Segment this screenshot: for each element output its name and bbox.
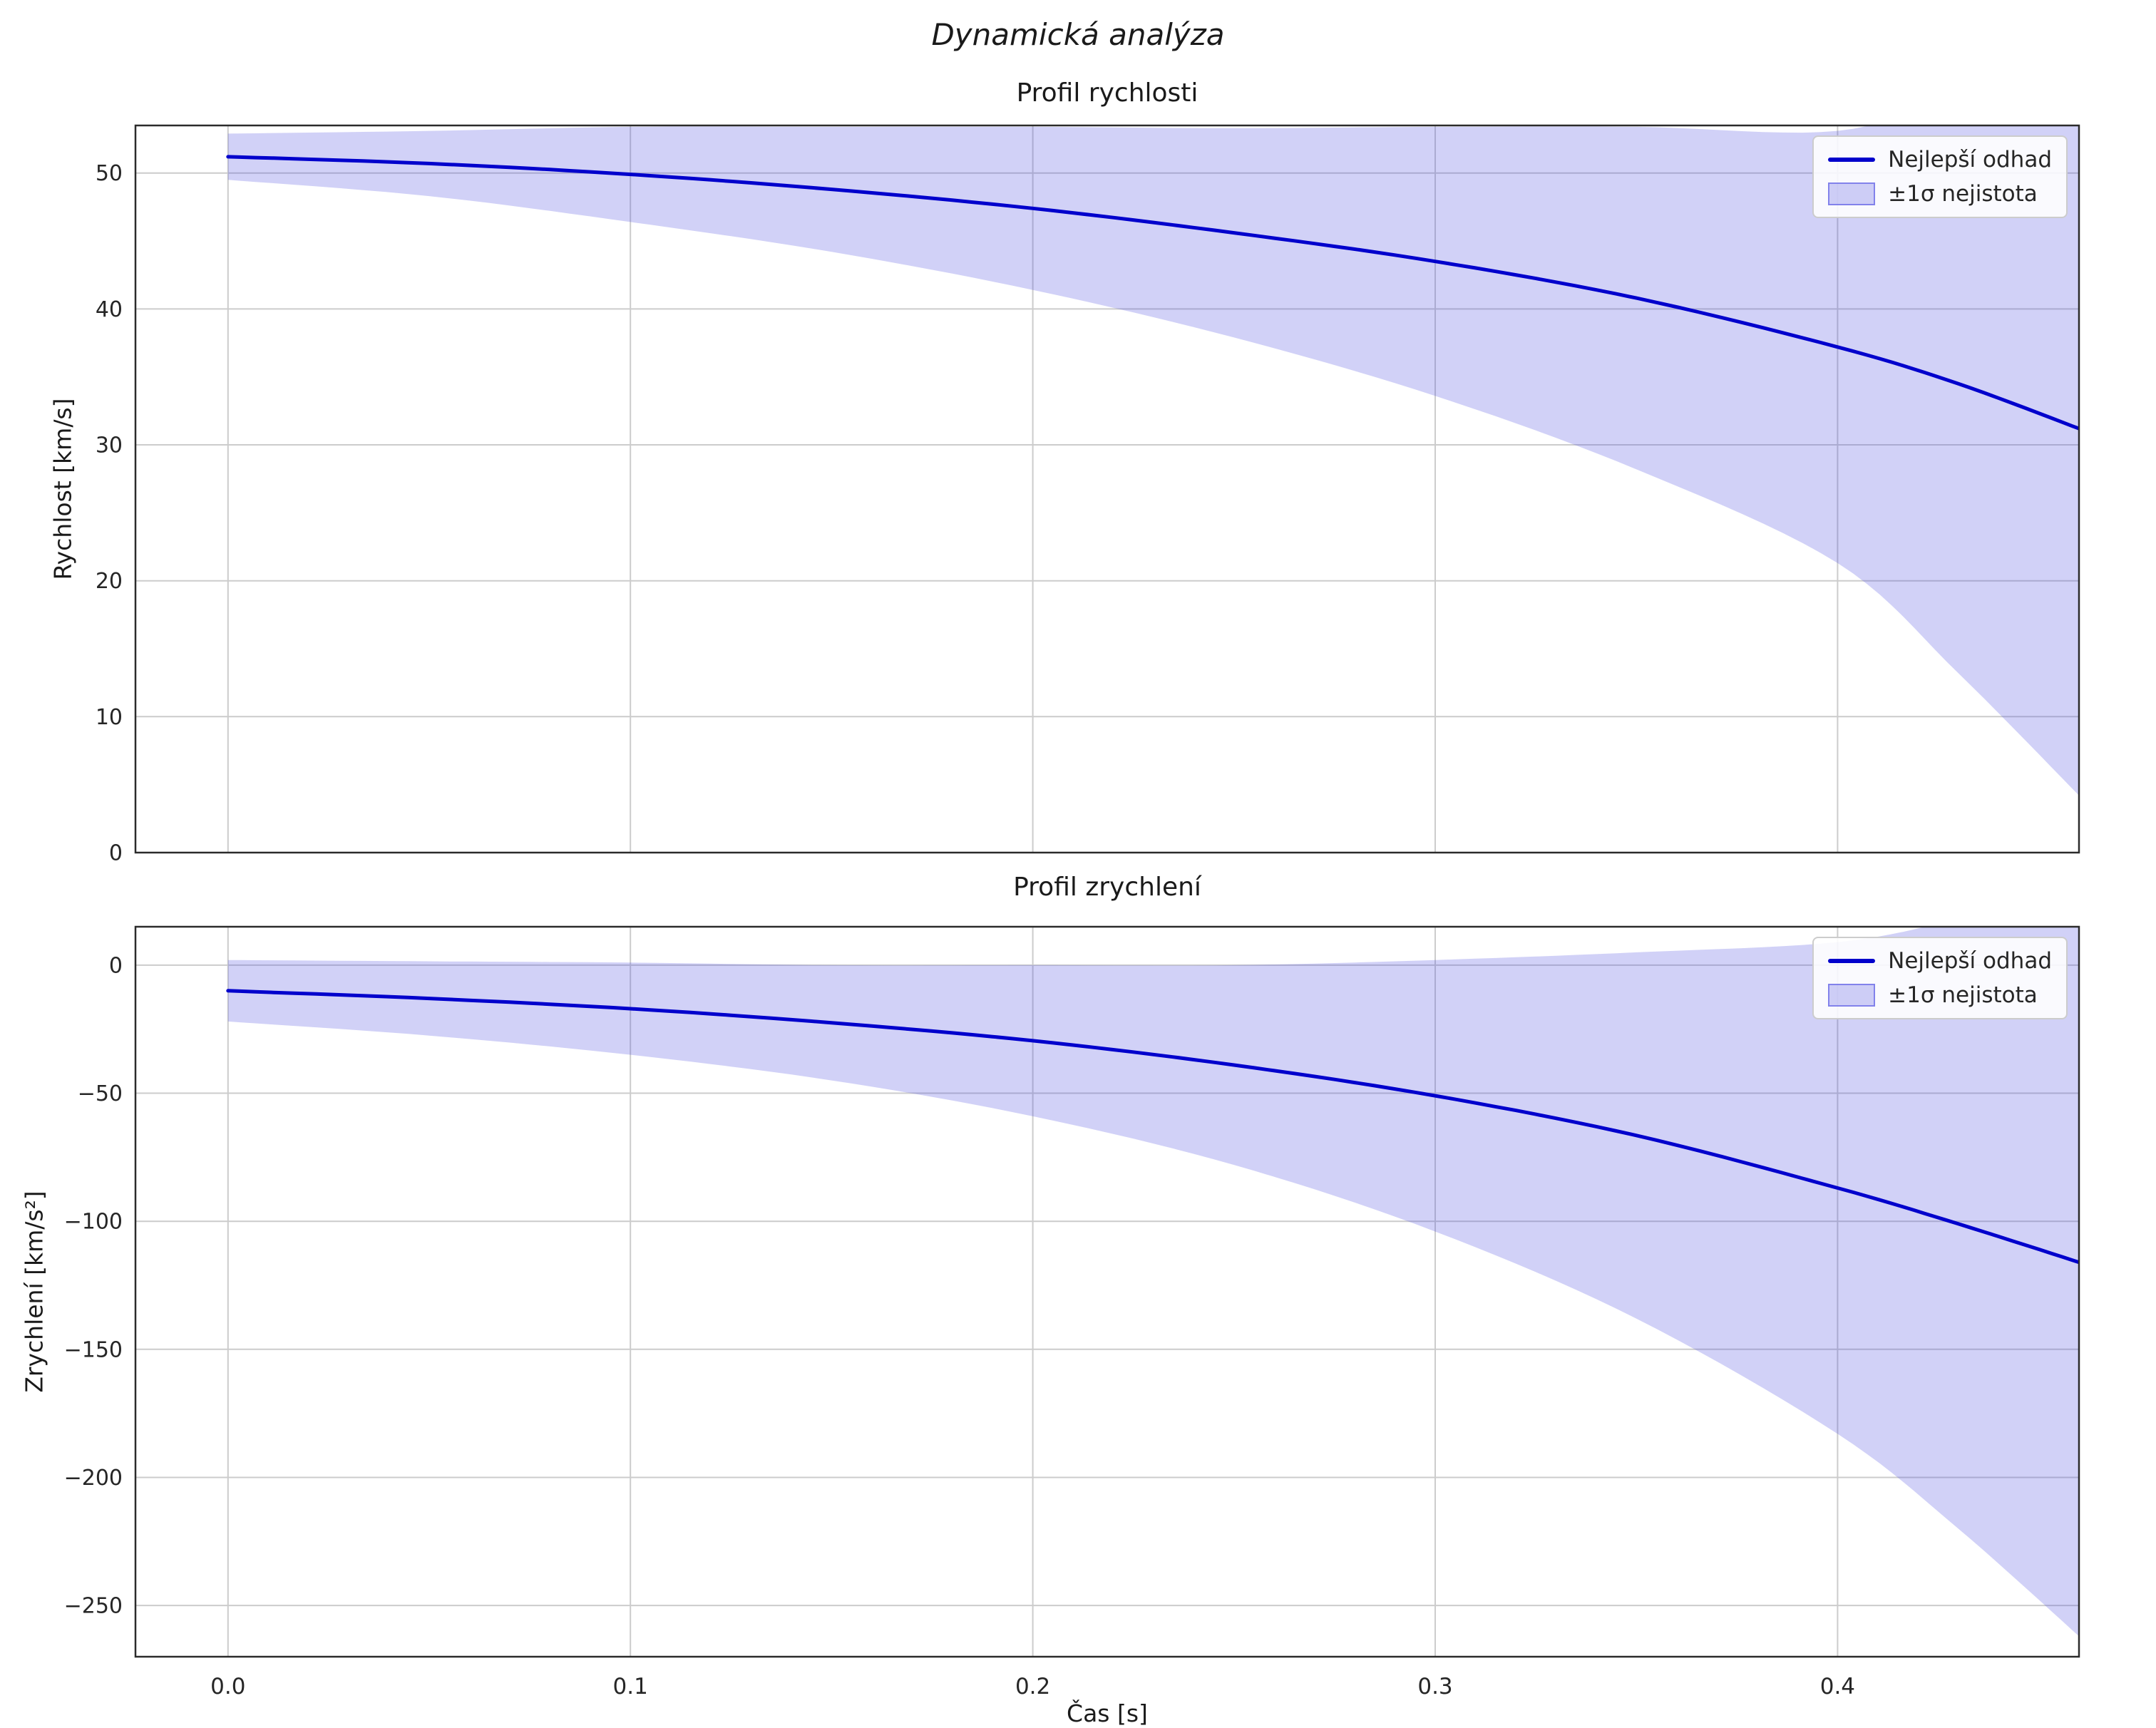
svg-text:20: 20 [96, 569, 123, 594]
figure-title: Dynamická analýza [931, 17, 1225, 52]
velocity-axes-frame [134, 124, 2080, 854]
acceleration-legend-row: Nejlepší odhad [1828, 948, 2052, 974]
acceleration-axes-frame [134, 925, 2080, 1658]
svg-text:50: 50 [96, 161, 123, 186]
svg-text:0: 0 [109, 841, 123, 866]
velocity-legend-row: ±1σ nejistota [1828, 181, 2052, 207]
svg-text:0: 0 [109, 953, 123, 978]
velocity-chart: 0 10 20 30 40 50 [96, 124, 2080, 866]
velocity-best-estimate-line [226, 155, 2079, 431]
legend-line-sample [1828, 158, 1876, 162]
legend-label: ±1σ nejistota [1888, 181, 2038, 207]
legend-line-sample [1828, 959, 1876, 963]
svg-text:−150: −150 [64, 1337, 123, 1362]
svg-text:40: 40 [96, 297, 123, 322]
velocity-subplot-title: Profil rychlosti [1016, 78, 1198, 108]
svg-text:0.2: 0.2 [1015, 1674, 1050, 1699]
svg-text:0.4: 0.4 [1820, 1674, 1855, 1699]
svg-text:−100: −100 [64, 1210, 123, 1235]
svg-text:−200: −200 [64, 1466, 123, 1491]
acceleration-chart: 0 −50 −100 −150 −200 −250 0.0 0.1 0.2 0.3 0.4 [64, 925, 2080, 1699]
acceleration-best-estimate-line [226, 989, 2079, 1265]
svg-text:30: 30 [96, 433, 123, 458]
velocity-legend: Nejlepší odhad ±1σ nejistota [1812, 135, 2068, 218]
acceleration-gridlines [135, 927, 2079, 1657]
x-axis-label: Čas [s] [1067, 1699, 1148, 1727]
legend-label: Nejlepší odhad [1888, 147, 2052, 173]
acceleration-x-tick-labels: 0.0 0.1 0.2 0.3 0.4 [210, 1674, 1855, 1699]
acceleration-legend: Nejlepší odhad ±1σ nejistota [1812, 937, 2068, 1019]
acceleration-legend-row: ±1σ nejistota [1828, 982, 2052, 1008]
svg-text:10: 10 [96, 705, 123, 730]
velocity-y-tick-labels: 0 10 20 30 40 50 [96, 161, 123, 865]
svg-text:−50: −50 [78, 1081, 123, 1106]
legend-band-sample [1828, 182, 1876, 205]
legend-band-sample [1828, 984, 1876, 1007]
acceleration-y-tick-labels: 0 −50 −100 −150 −200 −250 [64, 953, 123, 1618]
velocity-plot-area [135, 125, 2079, 853]
acceleration-uncertainty-band [227, 927, 2079, 1637]
svg-text:−250: −250 [64, 1594, 123, 1619]
svg-text:0.0: 0.0 [210, 1674, 245, 1699]
svg-text:0.1: 0.1 [613, 1674, 648, 1699]
svg-text:0.3: 0.3 [1417, 1674, 1452, 1699]
legend-label: ±1σ nejistota [1888, 982, 2038, 1008]
velocity-legend-row: Nejlepší odhad [1828, 147, 2052, 173]
acceleration-subplot-title: Profil zrychlení [1013, 873, 1201, 902]
legend-label: Nejlepší odhad [1888, 948, 2052, 974]
velocity-gridlines [135, 125, 2079, 853]
